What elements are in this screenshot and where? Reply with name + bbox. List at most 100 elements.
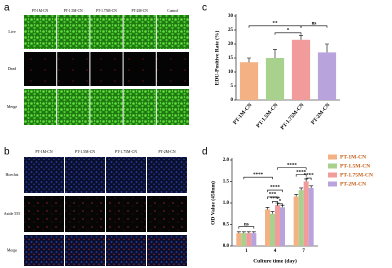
y-tick-label: 2.0: [223, 158, 230, 163]
significance-bracket: [274, 32, 302, 35]
significance-bracket: [300, 25, 328, 28]
micrograph: [24, 157, 64, 193]
x-tick-label: 7: [302, 249, 305, 254]
error-bar: [299, 35, 303, 40]
significance-bracket: [305, 177, 312, 181]
bar: [251, 233, 257, 246]
row-label: Azide 555: [4, 211, 21, 216]
panel-label: a: [4, 3, 10, 14]
significance-label: ns: [244, 222, 249, 227]
row-label: Hoechst: [5, 172, 19, 177]
micrograph: [90, 15, 123, 49]
micrograph: [90, 52, 123, 86]
bar: [241, 233, 247, 246]
micrograph: [123, 52, 156, 86]
significance-bracket: [277, 203, 283, 206]
y-tick-label: 0.5: [223, 223, 230, 228]
bar: [275, 205, 280, 246]
error-bar: [299, 187, 304, 191]
x-tick-label: 4: [274, 249, 277, 254]
row-label: Merge: [7, 104, 18, 109]
x-axis-title: Culture time (day): [253, 257, 297, 264]
y-tick-label: 25: [228, 28, 234, 33]
bar: [270, 213, 275, 246]
y-tick-label: 1.0: [223, 201, 230, 206]
panel-label: b: [4, 147, 10, 158]
micrograph: [24, 196, 64, 232]
bar: [303, 181, 309, 246]
significance-label: *: [279, 200, 282, 205]
micrograph: [147, 157, 187, 193]
bar: [317, 52, 337, 100]
error-bar: [241, 231, 246, 234]
micrograph: [24, 15, 57, 49]
micrograph: [90, 89, 123, 125]
legend-label: PT-1.5M-CN: [340, 163, 370, 169]
significance-bracket: [243, 176, 273, 180]
x-tick-label: PT-1M-CN: [232, 102, 253, 126]
micrograph: [106, 196, 146, 232]
y-tick-label: 20: [228, 42, 234, 47]
bar: [246, 233, 252, 246]
y-tick-label: 5: [231, 84, 234, 89]
bar: [239, 62, 259, 100]
significance-label: **: [273, 21, 279, 26]
error-bar: [325, 43, 329, 53]
row-label: Merge: [7, 247, 18, 252]
column-header: PT-1.5M-CN: [75, 150, 95, 154]
micrograph: [156, 52, 189, 86]
column-header: PT-2M-CN: [158, 150, 175, 154]
legend-swatch: [328, 172, 337, 178]
significance-bracket: [277, 167, 307, 170]
micrograph: [147, 196, 187, 232]
legend-swatch: [328, 181, 337, 187]
x-tick-label: PT-1.75M-CN: [280, 102, 306, 131]
significance-bracket: [238, 226, 255, 229]
significance-bracket: [295, 174, 307, 177]
error-bar: [246, 231, 251, 234]
y-tick-label: 15: [228, 56, 234, 61]
legend-swatch: [328, 163, 337, 169]
bar: [280, 207, 285, 246]
micrograph: [57, 52, 90, 86]
x-tick-label: PT-1.5M-CN: [255, 102, 279, 129]
micrograph: [106, 235, 146, 266]
micrograph: [57, 15, 90, 49]
column-header: PT-1M-CN: [32, 9, 49, 13]
legend-label: PT-1M-CN: [340, 154, 366, 160]
row-label: Live: [8, 29, 16, 34]
significance-label: ****: [296, 170, 307, 175]
micrograph: [24, 89, 57, 125]
error-bar: [309, 185, 314, 188]
error-bar: [294, 194, 299, 197]
error-bar: [273, 49, 277, 58]
bar: [236, 233, 242, 246]
legend-label: PT-2M-CN: [340, 181, 366, 187]
micrograph: [156, 15, 189, 49]
column-header: Control: [167, 9, 178, 13]
y-tick-label: 0: [231, 98, 234, 103]
micrograph: [65, 235, 105, 266]
y-tick-label: 10: [228, 70, 234, 75]
column-header: PT-1M-CN: [35, 150, 52, 154]
micrograph: [24, 52, 57, 86]
micrograph: [65, 196, 105, 232]
micrograph: [24, 235, 64, 266]
y-tick-label: 30: [228, 14, 234, 19]
x-tick-label: PT-2M-CN: [310, 102, 331, 126]
significance-bracket: [267, 189, 283, 193]
error-bar: [247, 57, 251, 63]
legend-swatch: [328, 154, 337, 160]
error-bar: [251, 231, 256, 234]
significance-label: ***: [269, 193, 277, 198]
panel-label: d: [202, 147, 208, 158]
micrograph: [57, 89, 90, 125]
column-header: PT-1.5M-CN: [64, 9, 83, 13]
error-bar: [270, 211, 275, 214]
x-tick-label: 1: [245, 249, 248, 254]
micrograph: [156, 89, 189, 125]
y-axis-title: OD Value (450nm): [209, 181, 216, 225]
y-tick-label: 1.5: [223, 180, 230, 185]
